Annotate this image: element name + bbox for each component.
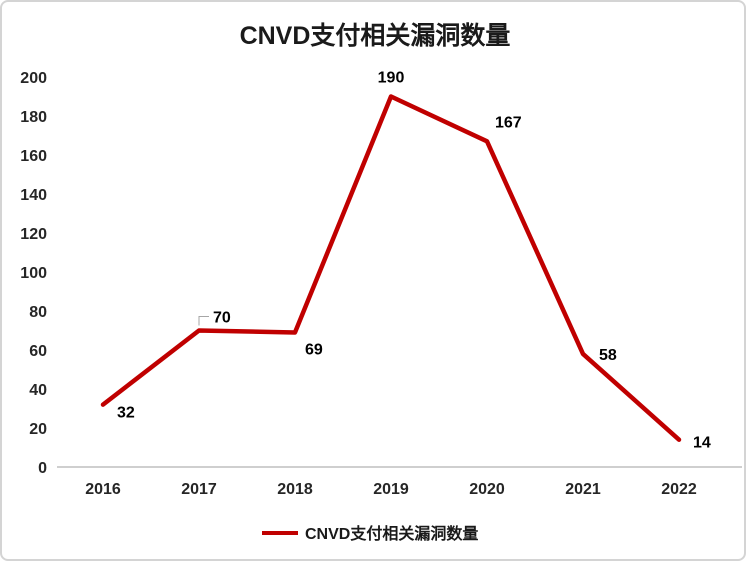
x-tick-label: 2022 [661, 481, 697, 498]
series-polyline [100, 94, 682, 442]
y-tick-label: 60 [29, 343, 47, 360]
y-tick-label: 140 [20, 187, 47, 204]
chart-title: CNVD支付相关漏洞数量 [240, 22, 511, 50]
y-tick-label: 160 [20, 148, 47, 165]
x-tick-label: 2019 [373, 481, 409, 498]
series-line [100, 94, 682, 442]
x-axis-labels: 2016 2017 2018 2019 2020 2021 2022 [85, 481, 697, 498]
y-tick-label: 200 [20, 70, 47, 87]
label-leader-line [198, 316, 209, 326]
data-label: 32 [117, 405, 135, 422]
y-tick-label: 0 [38, 460, 47, 477]
x-tick-label: 2018 [277, 481, 313, 498]
y-tick-label: 40 [29, 382, 47, 399]
data-label: 14 [693, 435, 711, 452]
data-labels: 32 70 69 190 167 58 14 [117, 70, 711, 452]
x-tick-label: 2021 [565, 481, 601, 498]
data-label: 70 [213, 310, 231, 327]
data-label: 190 [378, 70, 405, 87]
y-tick-label: 20 [29, 421, 47, 438]
y-tick-label: 180 [20, 109, 47, 126]
x-tick-label: 2016 [85, 481, 121, 498]
x-tick-label: 2020 [469, 481, 505, 498]
data-label: 167 [495, 114, 522, 131]
y-tick-label: 120 [20, 226, 47, 243]
x-tick-label: 2017 [181, 481, 217, 498]
y-axis-labels: 0 20 40 60 80 100 120 140 160 180 200 [20, 70, 47, 477]
data-label: 69 [305, 341, 323, 358]
legend: CNVD支付相关漏洞数量 [262, 524, 478, 543]
legend-label: CNVD支付相关漏洞数量 [305, 524, 478, 543]
data-label: 58 [599, 347, 617, 364]
y-tick-label: 80 [29, 304, 47, 321]
y-tick-label: 100 [20, 265, 47, 282]
